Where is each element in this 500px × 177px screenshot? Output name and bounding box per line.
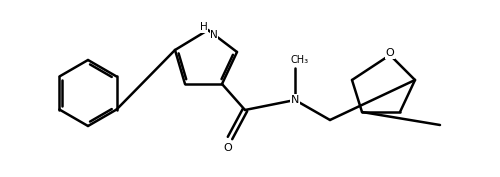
Text: N: N: [210, 30, 218, 40]
Text: N: N: [291, 95, 299, 105]
Text: O: O: [224, 143, 232, 153]
Text: CH₃: CH₃: [291, 55, 309, 65]
Text: H: H: [200, 22, 208, 32]
Text: O: O: [386, 48, 394, 58]
